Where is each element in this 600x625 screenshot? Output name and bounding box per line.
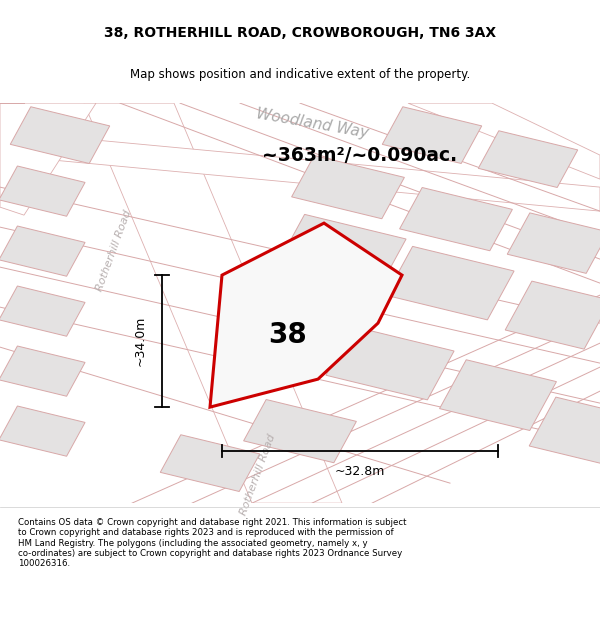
- Polygon shape: [408, 103, 600, 179]
- Polygon shape: [84, 103, 342, 503]
- Polygon shape: [507, 213, 600, 273]
- Polygon shape: [400, 188, 512, 251]
- Polygon shape: [505, 281, 600, 349]
- Text: Woodland Way: Woodland Way: [254, 106, 370, 141]
- Polygon shape: [529, 397, 600, 465]
- Polygon shape: [0, 286, 85, 336]
- Polygon shape: [292, 156, 404, 219]
- Text: 38, ROTHERHILL ROAD, CROWBOROUGH, TN6 3AX: 38, ROTHERHILL ROAD, CROWBOROUGH, TN6 3A…: [104, 26, 496, 40]
- Polygon shape: [0, 103, 96, 215]
- Polygon shape: [10, 107, 110, 164]
- Text: ~34.0m: ~34.0m: [134, 316, 147, 366]
- Text: Rotherhill Road: Rotherhill Road: [95, 209, 133, 293]
- Text: ~363m²/~0.090ac.: ~363m²/~0.090ac.: [262, 146, 458, 164]
- Polygon shape: [0, 406, 85, 456]
- Polygon shape: [326, 326, 454, 400]
- Text: Rotherhill Road: Rotherhill Road: [239, 433, 277, 517]
- Polygon shape: [386, 246, 514, 320]
- Polygon shape: [160, 435, 260, 491]
- Polygon shape: [440, 360, 556, 431]
- Polygon shape: [382, 107, 482, 164]
- Polygon shape: [0, 346, 85, 396]
- Polygon shape: [210, 223, 402, 407]
- Text: Map shows position and indicative extent of the property.: Map shows position and indicative extent…: [130, 68, 470, 81]
- Polygon shape: [278, 214, 406, 288]
- Text: ~32.8m: ~32.8m: [335, 465, 385, 478]
- Text: Contains OS data © Crown copyright and database right 2021. This information is : Contains OS data © Crown copyright and d…: [18, 518, 407, 568]
- Polygon shape: [478, 131, 578, 188]
- Polygon shape: [0, 131, 600, 211]
- Text: 38: 38: [269, 321, 307, 349]
- Polygon shape: [0, 226, 85, 276]
- Polygon shape: [244, 399, 356, 462]
- Polygon shape: [0, 166, 85, 216]
